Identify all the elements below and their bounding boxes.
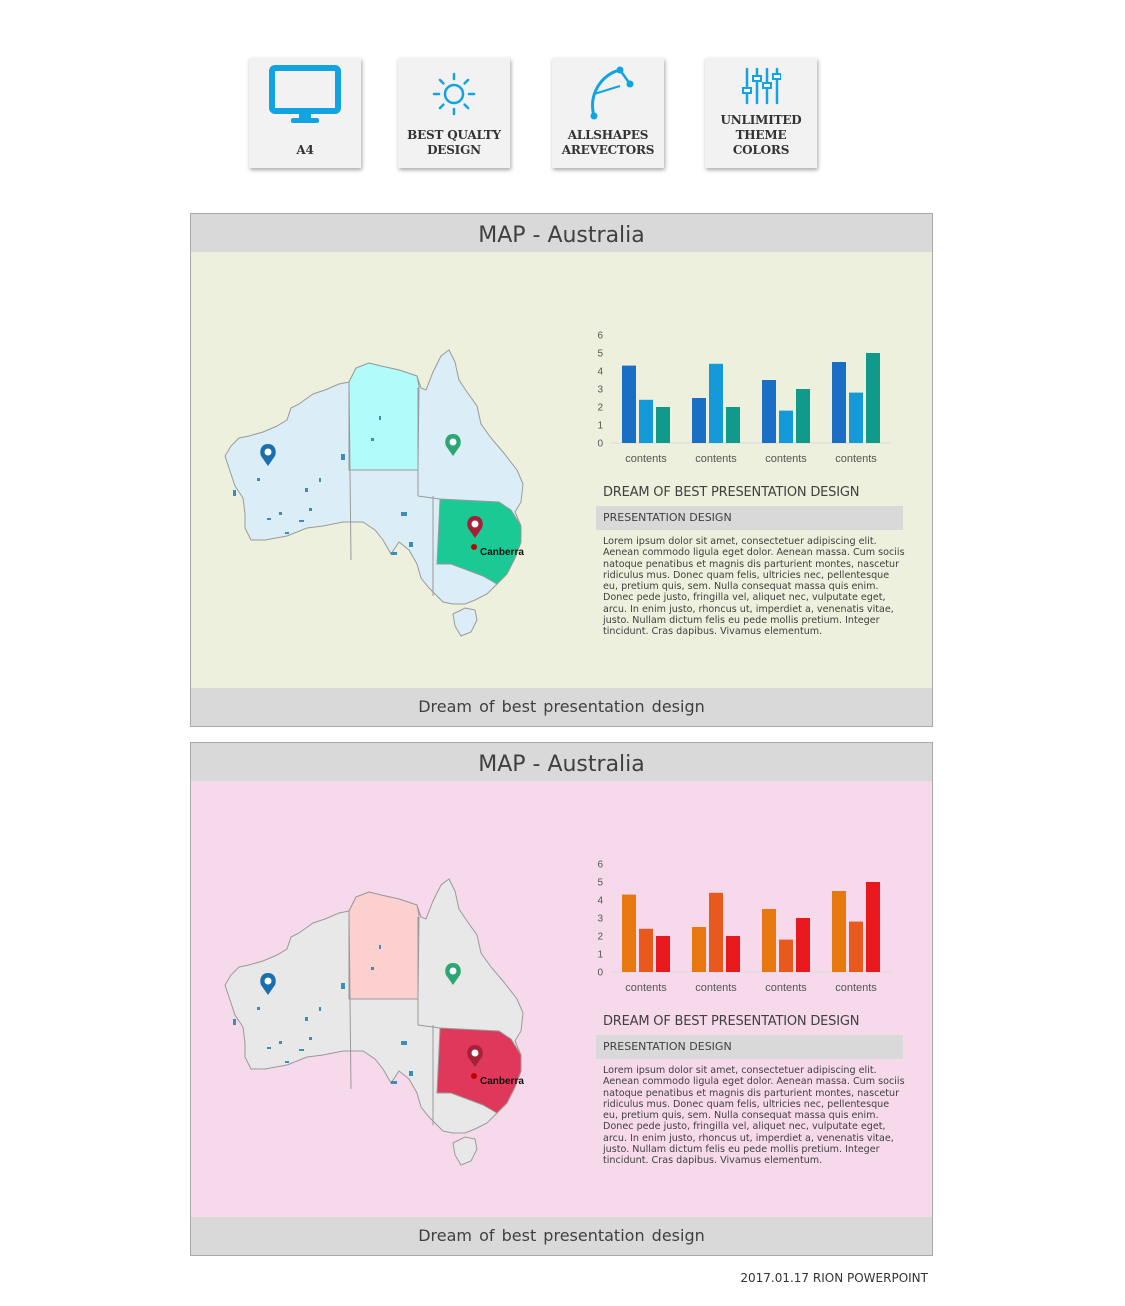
bar	[796, 389, 810, 443]
bar	[656, 936, 670, 972]
footer-note: 2017.01.17 RION POWERPOINT	[740, 1271, 928, 1285]
bar	[622, 365, 636, 443]
y-tick-label: 6	[597, 860, 603, 871]
y-tick-label: 3	[597, 914, 603, 925]
y-tick-label: 6	[597, 331, 603, 342]
text-heading: DREAM OF BEST PRESENTATION DESIGN	[603, 1014, 860, 1029]
x-tick-label: contents	[695, 453, 737, 465]
map-pin-nsw	[467, 516, 483, 538]
map-tasmania	[452, 1136, 478, 1166]
slide-green: MAP - Australia	[190, 213, 933, 727]
text-paragraph: Lorem ipsum dolor sit amet, consectetuer…	[603, 1065, 905, 1167]
x-tick-label: contents	[695, 982, 737, 994]
bar	[832, 362, 846, 443]
map-pin-nsw	[467, 1045, 483, 1067]
feature-label: BEST QUALTY DESIGN	[407, 128, 501, 157]
x-tick-label: contents	[835, 982, 877, 994]
feature-tile-quality: BEST QUALTY DESIGN	[398, 58, 510, 168]
map-region-nsw	[436, 498, 522, 585]
map-pin-wa	[260, 973, 276, 995]
canberra-label: Canberra	[480, 1076, 524, 1087]
bar	[849, 392, 863, 443]
feature-label: ALLSHAPES AREVECTORS	[561, 128, 655, 157]
slide-title: MAP - Australia	[191, 214, 932, 252]
bar	[779, 939, 793, 972]
slide-footer: Dream of best presentation design	[191, 1217, 932, 1255]
x-tick-label: contents	[835, 453, 877, 465]
map-pin-qld	[445, 963, 461, 985]
y-tick-label: 2	[597, 403, 603, 414]
text-subheading: PRESENTATION DESIGN	[596, 1035, 903, 1059]
australia-map: Canberra	[221, 342, 531, 646]
slide-pink: MAP - Australia	[190, 742, 933, 1256]
text-subheading: PRESENTATION DESIGN	[596, 506, 903, 530]
bar	[762, 909, 776, 972]
map-region-nt	[348, 362, 420, 471]
x-tick-label: contents	[625, 453, 667, 465]
bar-chart: 0 1 2 3 4 5 6 contents contents contents contents	[597, 331, 891, 465]
y-tick-label: 5	[597, 349, 603, 360]
map-pin-qld	[445, 434, 461, 456]
y-tick-label: 5	[597, 878, 603, 889]
map-tasmania	[452, 607, 478, 637]
text-paragraph: Lorem ipsum dolor sit amet, consectetuer…	[603, 536, 905, 638]
map-borders	[348, 910, 441, 1125]
text-heading: DREAM OF BEST PRESENTATION DESIGN	[603, 485, 860, 500]
map-region-nsw	[436, 1027, 522, 1114]
y-tick-label: 0	[597, 439, 603, 450]
canberra-label: Canberra	[480, 547, 524, 558]
canberra-dot	[471, 1073, 477, 1079]
vector-pen-icon	[552, 64, 664, 124]
y-tick-label: 2	[597, 932, 603, 943]
canberra-dot	[471, 544, 477, 550]
slide-body: Canberra 0 1 2 3 4 5 6 contents contents contents…	[191, 252, 932, 688]
feature-tile-vectors: ALLSHAPES AREVECTORS	[552, 58, 664, 168]
bar	[656, 407, 670, 443]
y-tick-label: 0	[597, 968, 603, 979]
bar	[709, 892, 723, 972]
y-tick-label: 4	[597, 896, 603, 907]
bar	[639, 399, 653, 443]
bar	[622, 894, 636, 972]
bar	[796, 918, 810, 972]
bar	[832, 891, 846, 972]
y-tick-label: 3	[597, 385, 603, 396]
y-tick-label: 1	[597, 950, 603, 961]
bar	[866, 882, 880, 972]
bar	[866, 353, 880, 443]
feature-label: UNLIMITED THEME COLORS	[720, 113, 802, 157]
bar	[779, 410, 793, 443]
monitor-icon	[249, 65, 361, 126]
map-lakes	[233, 945, 413, 1084]
bar	[849, 921, 863, 972]
x-tick-label: contents	[625, 982, 667, 994]
map-region-nt	[348, 891, 420, 1000]
feature-tile-a4: A4	[249, 58, 361, 168]
slide-footer: Dream of best presentation design	[191, 688, 932, 726]
x-tick-label: contents	[765, 453, 807, 465]
slide-body: Canberra 0 1 2 3 4 5 6 contents contents contents…	[191, 781, 932, 1217]
map-borders	[348, 381, 441, 596]
feature-tile-colors: UNLIMITED THEME COLORS	[705, 58, 817, 168]
bar	[762, 380, 776, 443]
bar	[726, 936, 740, 972]
bar	[692, 398, 706, 443]
bar	[692, 927, 706, 972]
bar-chart: 0 1 2 3 4 5 6 contents contents contents contents	[597, 860, 891, 994]
australia-map-svg: Canberra	[224, 349, 524, 637]
sun-icon	[398, 64, 510, 124]
australia-map-svg: Canberra	[224, 878, 524, 1166]
x-tick-label: contents	[765, 982, 807, 994]
sliders-icon	[705, 64, 817, 108]
feature-label: A4	[296, 143, 314, 157]
bar	[639, 928, 653, 972]
map-lakes	[233, 416, 413, 555]
slide-title: MAP - Australia	[191, 743, 932, 781]
bar	[709, 363, 723, 443]
y-tick-label: 4	[597, 367, 603, 378]
bar	[726, 407, 740, 443]
y-tick-label: 1	[597, 421, 603, 432]
map-pin-wa	[260, 444, 276, 466]
australia-map: Canberra	[221, 871, 531, 1175]
